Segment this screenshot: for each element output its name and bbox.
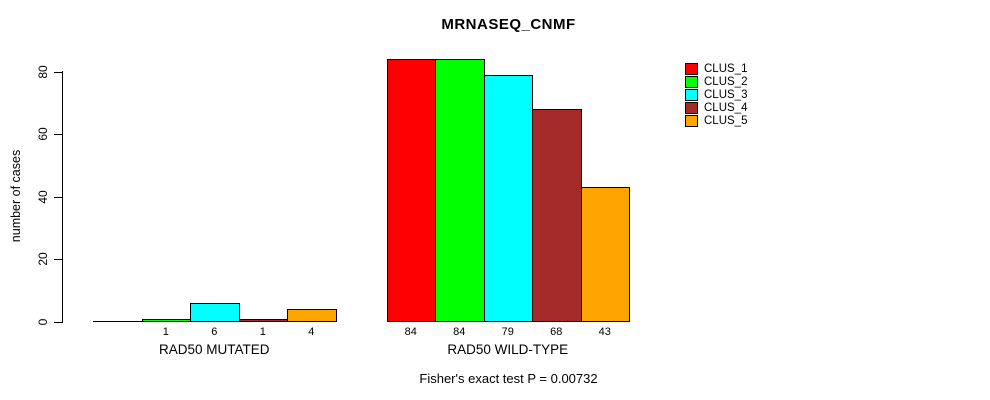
bar-value-label: 1 — [259, 326, 266, 338]
bar-value-label: 4 — [308, 326, 315, 338]
legend-label: CLUS_4 — [704, 102, 748, 115]
y-tick-label: 40 — [36, 190, 50, 204]
category-label-1: RAD50 MUTATED — [158, 342, 270, 357]
legend-swatch — [685, 62, 698, 75]
bar-value-label: 79 — [501, 326, 514, 338]
legend-swatch — [685, 102, 698, 115]
bar-clus_4-group2 — [532, 109, 582, 322]
bar-clus_2-group2 — [435, 59, 485, 322]
bar-value-label: 84 — [404, 326, 417, 338]
legend-item-clus_5: CLUS_5 — [685, 115, 747, 128]
bar-clus_3-group2 — [483, 75, 533, 322]
bar-clus_2-group1 — [141, 319, 191, 322]
chart-title: MRNASEQ_CNMF — [441, 16, 576, 33]
bar-value-label: 68 — [550, 326, 563, 338]
bar-clus_3-group1 — [190, 303, 240, 322]
bar-value-label: 6 — [211, 326, 218, 338]
bar-clus_1-group1 — [93, 321, 143, 322]
y-tick-label: 0 — [36, 318, 50, 326]
y-tick-mark — [54, 71, 62, 73]
category-label-2: RAD50 WILD-TYPE — [447, 342, 569, 357]
bar-value-label: 84 — [453, 326, 466, 338]
bar-clus_1-group2 — [386, 59, 436, 322]
y-axis-line — [62, 71, 63, 323]
legend-swatch — [685, 115, 698, 128]
y-tick-mark — [54, 322, 62, 323]
legend-item-clus_1: CLUS_1 — [685, 62, 747, 75]
legend-label: CLUS_5 — [704, 115, 748, 128]
legend-item-clus_3: CLUS_3 — [685, 88, 747, 101]
bar-clus_4-group1 — [238, 319, 288, 322]
legend-label: CLUS_2 — [704, 75, 748, 88]
y-tick-mark — [54, 134, 62, 136]
legend-swatch — [685, 75, 698, 88]
legend-item-clus_4: CLUS_4 — [685, 102, 747, 115]
legend: CLUS_1 CLUS_2 CLUS_3 CLUS_4 CLUS_5 — [685, 62, 747, 128]
fisher-test-annotation: Fisher's exact test P = 0.00732 — [419, 371, 598, 386]
legend-label: CLUS_1 — [704, 62, 748, 75]
y-axis-label: number of cases — [9, 149, 23, 243]
bar-value-label: 43 — [598, 326, 611, 338]
bar-clus_5-group2 — [580, 187, 630, 322]
y-tick-mark — [54, 259, 62, 261]
y-tick-label: 60 — [36, 127, 50, 141]
bar-value-label: 1 — [162, 326, 169, 338]
y-tick-label: 20 — [36, 252, 50, 267]
legend-item-clus_2: CLUS_2 — [685, 75, 747, 88]
y-tick-mark — [54, 196, 62, 198]
bar-clus_5-group1 — [287, 309, 337, 322]
legend-swatch — [685, 88, 698, 101]
y-tick-label: 80 — [36, 64, 50, 79]
legend-label: CLUS_3 — [704, 88, 748, 101]
